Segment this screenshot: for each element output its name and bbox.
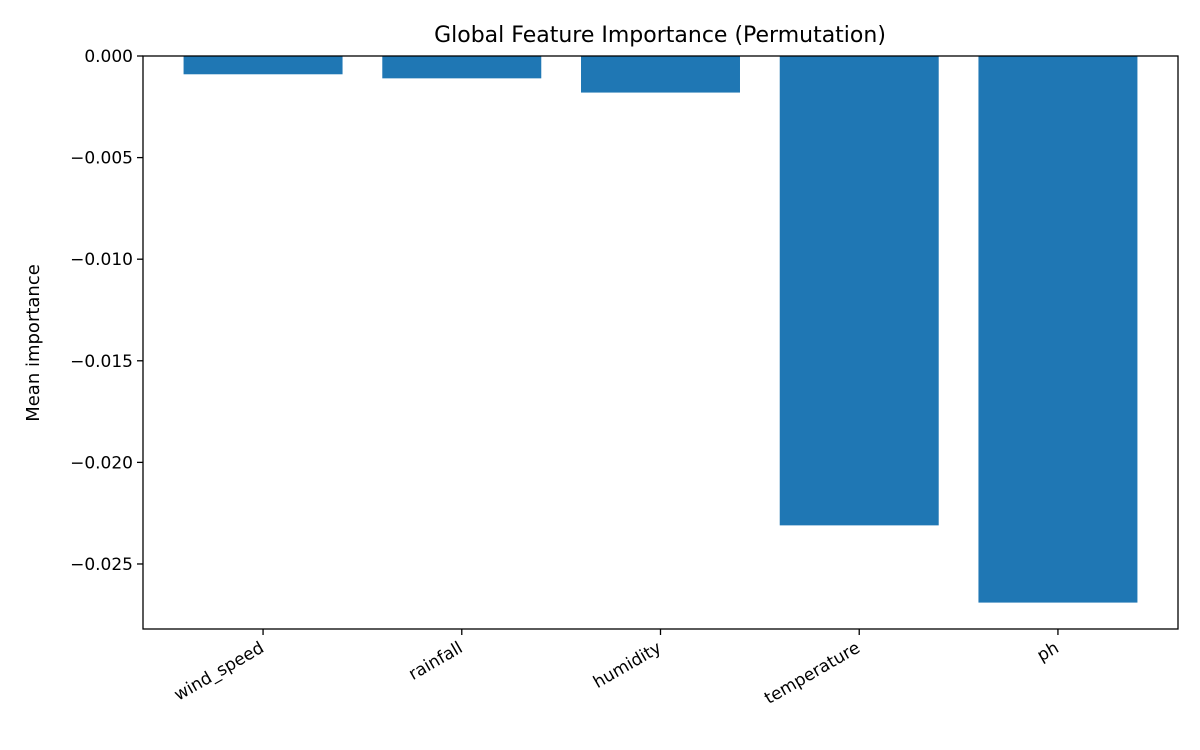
y-tick-label: −0.005 [70, 149, 133, 169]
bars-group [183, 56, 1138, 603]
plot-area-frame [142, 55, 1179, 630]
y-axis-ticks: 0.000 −0.005 −0.010 −0.015 −0.020 −0.025 [70, 47, 143, 575]
x-tick-label: wind_speed [171, 638, 268, 705]
y-axis-label: Mean importance [23, 264, 44, 422]
bar-rainfall [382, 56, 542, 79]
x-tick-label: humidity [590, 638, 665, 693]
bar-wind-speed [183, 56, 343, 75]
y-tick-label: −0.020 [70, 453, 133, 473]
y-tick-label: 0.000 [84, 47, 133, 67]
y-tick-label: −0.025 [70, 555, 133, 575]
chart-title: Global Feature Importance (Permutation) [434, 23, 886, 48]
x-tick-label: temperature [761, 638, 864, 709]
x-tick-label: ph [1034, 638, 1063, 666]
y-tick-label: −0.015 [70, 352, 133, 372]
x-tick-label: rainfall [405, 638, 466, 685]
bar-ph [978, 56, 1138, 603]
bar-temperature [779, 56, 939, 526]
y-tick-label: −0.010 [70, 250, 133, 270]
bar-humidity [581, 56, 740, 93]
x-axis-ticks: wind_speed rainfall humidity temperature ph [171, 629, 1063, 709]
